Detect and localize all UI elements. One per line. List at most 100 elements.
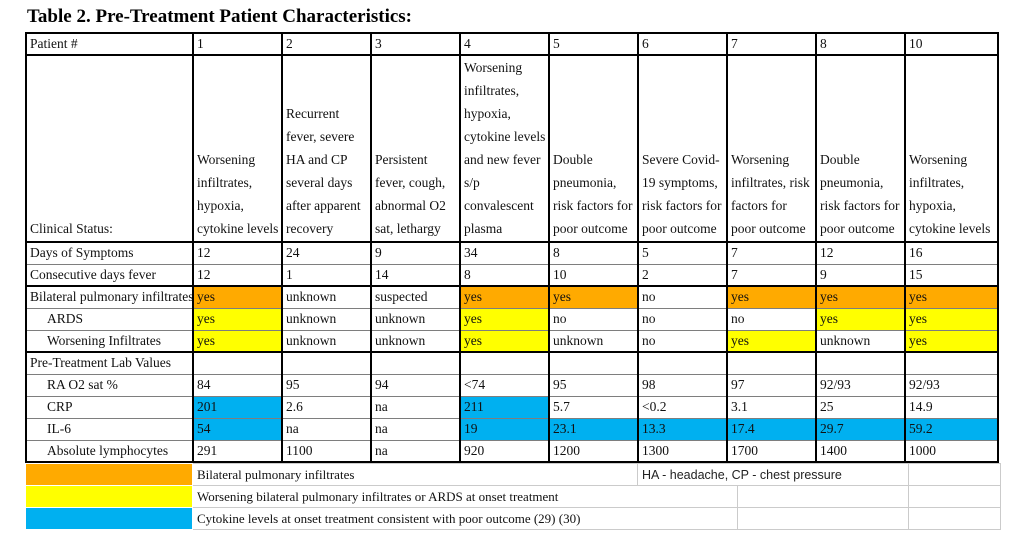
clinical-status-cell: Recurrent fever, severe HA and CP severa… — [281, 54, 372, 243]
data-cell: na — [370, 439, 461, 463]
table-row: Pre-Treatment Lab Values — [25, 351, 999, 375]
data-cell: 291 — [192, 439, 283, 463]
data-cell: 211 — [459, 395, 550, 419]
data-cell: 1100 — [281, 439, 372, 463]
data-cell: 7 — [726, 241, 817, 265]
data-cell: 12 — [192, 241, 283, 265]
data-cell: 1700 — [726, 439, 817, 463]
table-row: Absolute lymphocytes 291 1100 na 920 1200 1300… — [25, 439, 999, 463]
data-cell: 1 — [281, 263, 372, 287]
data-cell: 14.9 — [904, 395, 999, 419]
patient-number-label: Patient # — [25, 32, 194, 56]
data-cell: 5.7 — [548, 395, 639, 419]
legend-label-blue: Cytokine levels at onset treatment consi… — [192, 507, 738, 530]
data-cell: 15 — [904, 263, 999, 287]
data-cell: 23.1 — [548, 417, 639, 441]
clinical-status-cell: Worsening infiltrates, hypoxia, cytokine… — [904, 54, 999, 243]
legend-swatch-orange — [25, 463, 193, 486]
data-cell: no — [548, 307, 639, 331]
patient-table: Patient # 1 2 3 4 5 6 7 8 10 Clinical Status: Wo… — [25, 32, 999, 463]
data-cell: 92/93 — [904, 373, 999, 397]
row-label: Bilateral pulmonary infiltrates — [25, 285, 194, 309]
data-cell: 17.4 — [726, 417, 817, 441]
data-cell: 84 — [192, 373, 283, 397]
legend-empty-cell — [908, 463, 1001, 486]
data-cell: na — [370, 417, 461, 441]
data-cell: 5 — [637, 241, 728, 265]
data-cell: unknown — [815, 329, 906, 353]
clinical-status-row: Clinical Status: Worsening infiltrates, … — [25, 54, 999, 243]
data-cell: 29.7 — [815, 417, 906, 441]
legend-row: Cytokine levels at onset treatment consi… — [25, 507, 1001, 530]
data-cell: 8 — [548, 241, 639, 265]
legend-row: Bilateral pulmonary infiltrates HA - hea… — [25, 463, 1001, 486]
data-cell: 25 — [815, 395, 906, 419]
data-cell: no — [637, 285, 728, 309]
row-label: CRP — [25, 395, 194, 419]
data-cell: 98 — [637, 373, 728, 397]
data-cell: 24 — [281, 241, 372, 265]
patient-number-header: 3 — [370, 32, 461, 56]
document-page: Table 2. Pre-Treatment Patient Character… — [25, 6, 1001, 530]
data-cell: 201 — [192, 395, 283, 419]
data-cell: 97 — [726, 373, 817, 397]
patient-number-header: 5 — [548, 32, 639, 56]
data-cell: yes — [904, 285, 999, 309]
data-cell: yes — [192, 307, 283, 331]
table-row: RA O2 sat % 84 95 94 <74 95 98 97 92/93 92/93 — [25, 373, 999, 397]
data-cell: 9 — [370, 241, 461, 265]
data-cell: 13.3 — [637, 417, 728, 441]
row-label: Worsening Infiltrates — [25, 329, 194, 353]
data-cell: unknown — [281, 329, 372, 353]
patient-number-header: 10 — [904, 32, 999, 56]
data-cell: 16 — [904, 241, 999, 265]
table-row: Bilateral pulmonary infiltrates yes unknow… — [25, 285, 999, 309]
data-cell: unknown — [281, 285, 372, 309]
clinical-status-cell: Persistent fever, cough, abnormal O2 sat… — [370, 54, 461, 243]
data-cell: 1200 — [548, 439, 639, 463]
data-cell: yes — [815, 307, 906, 331]
table-row: Consecutive days fever 12 1 14 8 10 2 7 9 15 — [25, 263, 999, 287]
data-cell: yes — [459, 307, 550, 331]
data-cell: 1400 — [815, 439, 906, 463]
data-cell: 7 — [726, 263, 817, 287]
data-cell: no — [637, 307, 728, 331]
data-cell: 2.6 — [281, 395, 372, 419]
data-cell — [904, 351, 999, 375]
data-cell: suspected — [370, 285, 461, 309]
data-cell: 34 — [459, 241, 550, 265]
row-label: IL-6 — [25, 417, 194, 441]
data-cell: yes — [548, 285, 639, 309]
row-label: ARDS — [25, 307, 194, 331]
data-cell: yes — [815, 285, 906, 309]
patient-number-header: 6 — [637, 32, 728, 56]
clinical-status-cell: Double pneumonia, risk factors for poor … — [548, 54, 639, 243]
legend-table: Bilateral pulmonary infiltrates HA - hea… — [25, 463, 1001, 530]
data-cell: unknown — [548, 329, 639, 353]
data-cell — [459, 351, 550, 375]
patient-header-row: Patient # 1 2 3 4 5 6 7 8 10 — [25, 32, 999, 56]
data-cell: 95 — [548, 373, 639, 397]
data-cell: yes — [192, 285, 283, 309]
table-title: Table 2. Pre-Treatment Patient Character… — [27, 6, 413, 27]
table-row: ARDS yes unknown unknown yes no no no yes yes — [25, 307, 999, 331]
data-cell: 14 — [370, 263, 461, 287]
data-cell: 920 — [459, 439, 550, 463]
row-label: Days of Symptoms — [25, 241, 194, 265]
data-cell: <74 — [459, 373, 550, 397]
data-cell: 1300 — [637, 439, 728, 463]
row-label: RA O2 sat % — [25, 373, 194, 397]
row-label: Consecutive days fever — [25, 263, 194, 287]
data-cell — [637, 351, 728, 375]
table-row: IL-6 54 na na 19 23.1 13.3 17.4 29.7 59.2 — [25, 417, 999, 441]
data-cell: unknown — [370, 307, 461, 331]
clinical-status-cell: Worsening infiltrates, hypoxia, cytokine… — [192, 54, 283, 243]
legend-swatch-yellow — [25, 485, 193, 508]
data-cell: 54 — [192, 417, 283, 441]
data-cell: yes — [726, 329, 817, 353]
clinical-status-cell: Worsening infiltrates, risk factors for … — [726, 54, 817, 243]
data-cell — [192, 351, 283, 375]
patient-number-header: 1 — [192, 32, 283, 56]
data-cell: 9 — [815, 263, 906, 287]
data-cell: yes — [459, 329, 550, 353]
